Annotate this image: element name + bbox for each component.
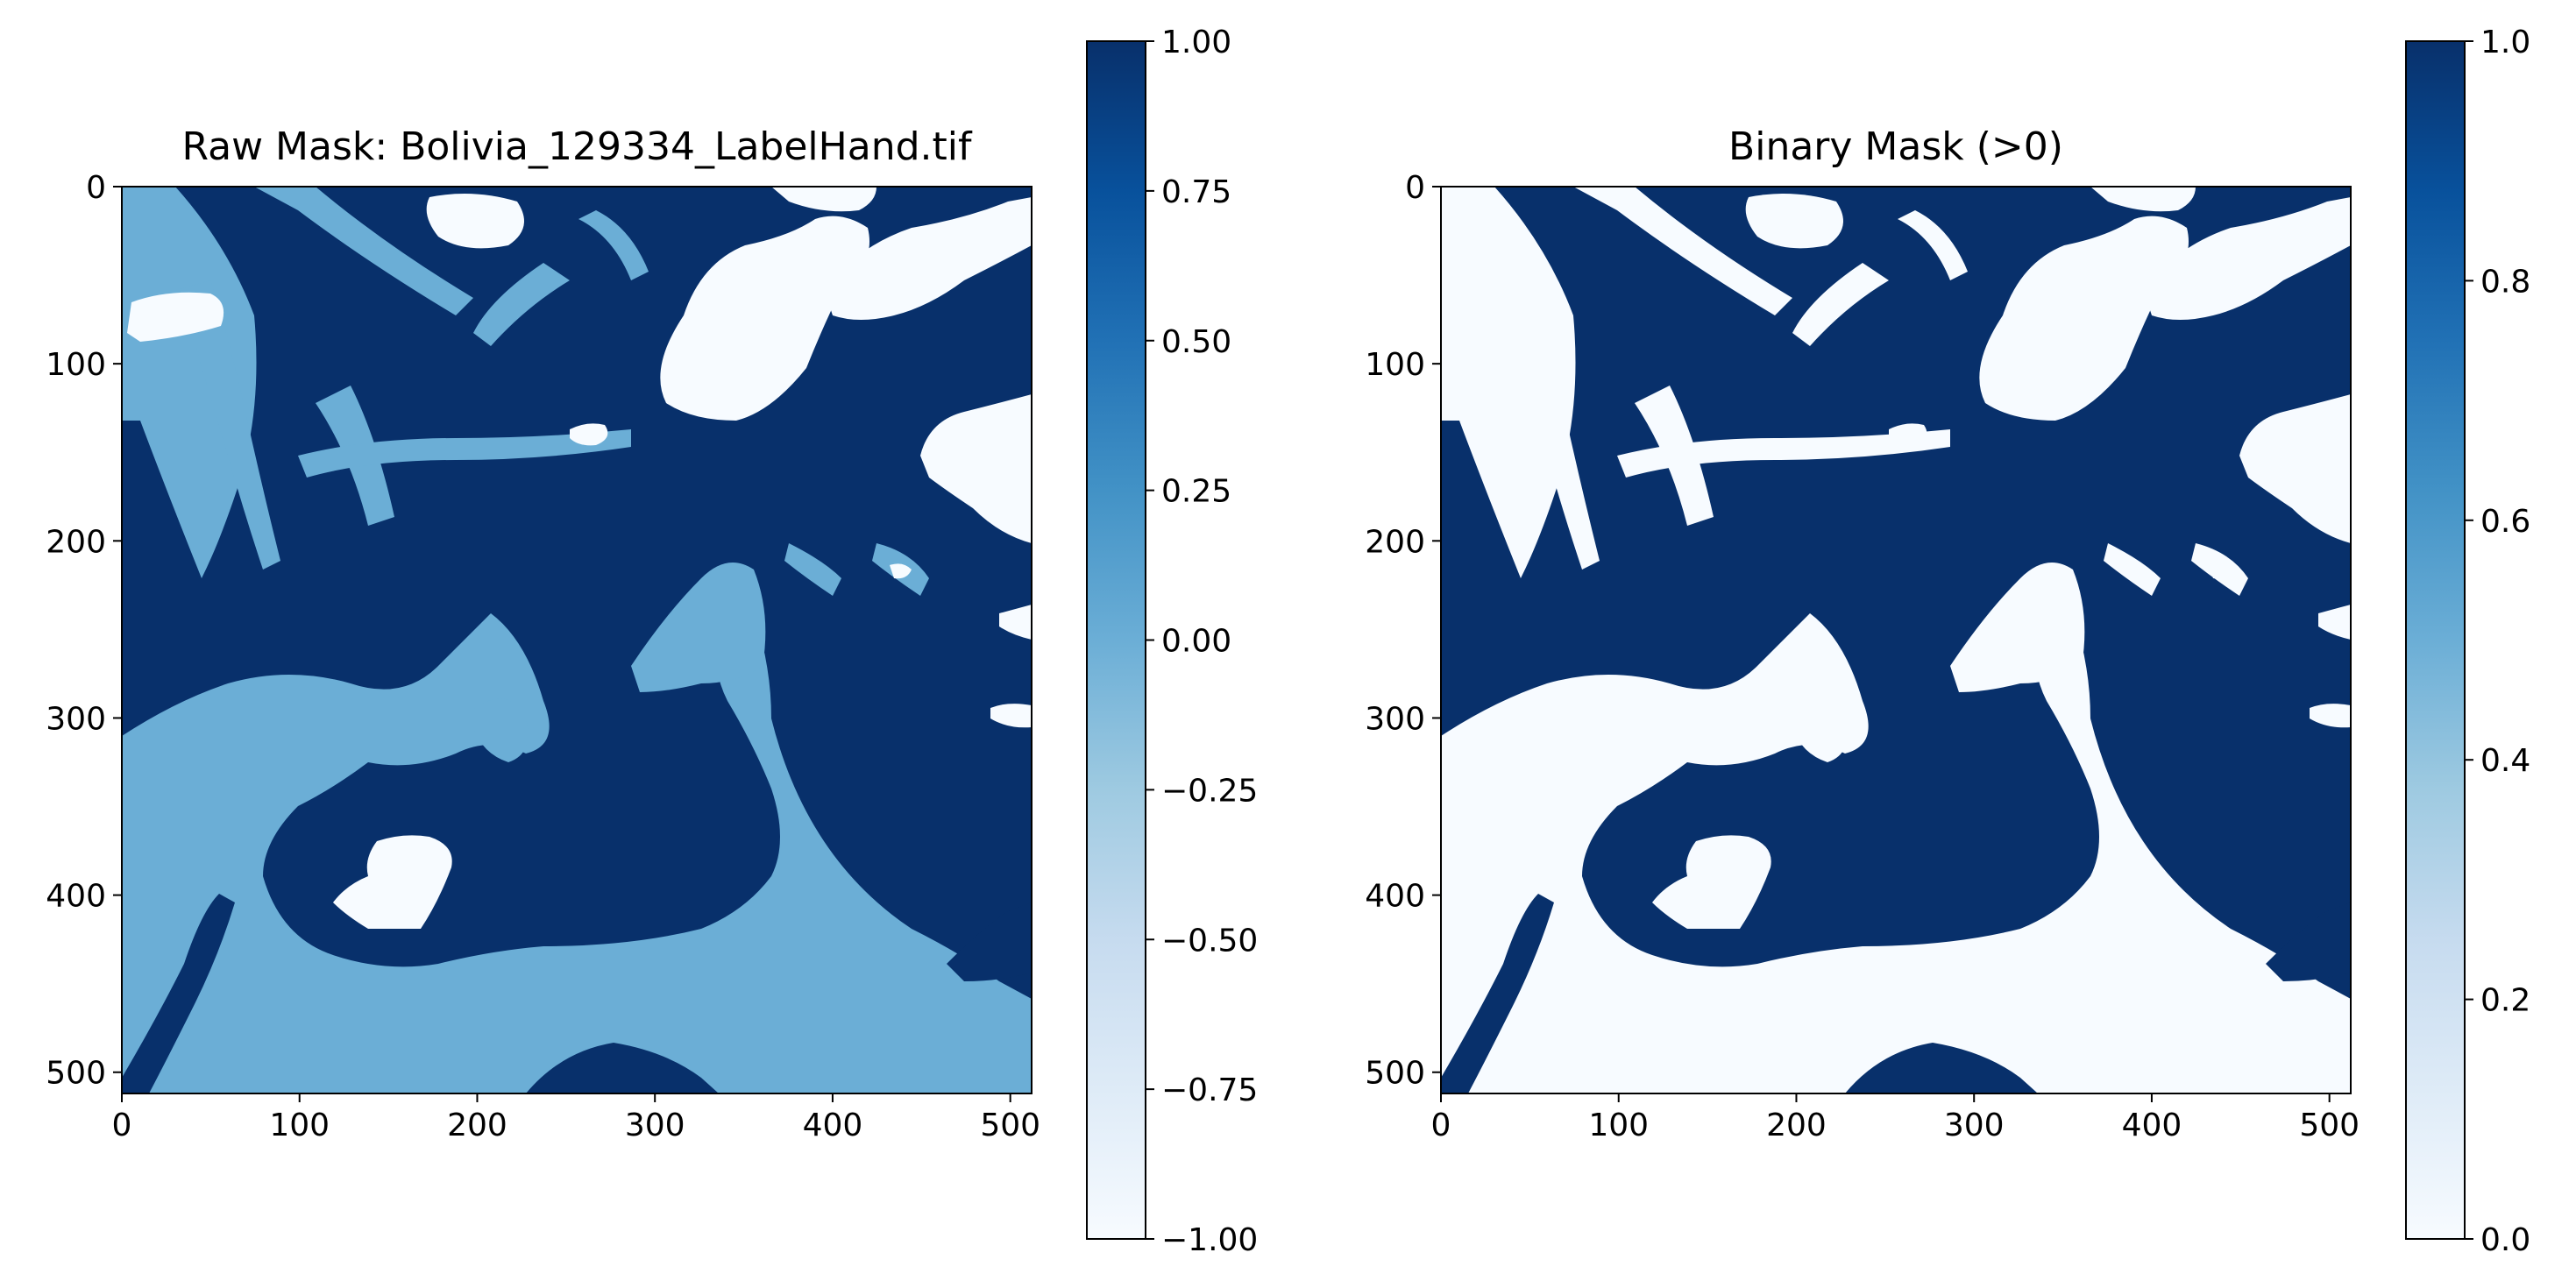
raw-mask-y-tick-label: 400 [46,879,106,915]
raw-mask-colorbar: 1.00 0.75 0.50 0.25 0.00 −0.25 −0.50 −0.75 −1.00 [1086,25,1258,1258]
binary-mask-y-axis: 0 100 200 300 400 500 [1365,170,1441,1092]
raw-mask-colorbar-gradient [1087,41,1146,1239]
binary-mask-colorbar-tick-label: 0.4 [2480,743,2530,779]
raw-mask-y-tick-label: 200 [46,524,106,560]
binary-mask-colorbar: 1.0 0.8 0.6 0.4 0.2 0.0 [2405,25,2530,1258]
raw-mask-y-tick-label: 300 [46,701,106,737]
raw-mask-y-tick-label: 0 [86,170,106,206]
binary-mask-y-tick-label: 0 [1405,170,1425,206]
raw-mask-x-tick-label: 300 [625,1108,685,1143]
raw-mask-x-tick-label: 500 [980,1108,1040,1143]
raw-mask-y-tick-label: 500 [46,1056,106,1092]
binary-mask-colorbar-tick-label: 0.6 [2480,504,2530,540]
raw-mask-colorbar-tick-label: 1.00 [1161,25,1231,60]
raw-mask-frame [121,186,1033,1094]
raw-mask-x-tick-label: 0 [112,1108,132,1143]
raw-mask-x-axis: 0 100 200 300 400 500 [112,1093,1040,1143]
binary-mask-colorbar-gradient [2406,41,2465,1239]
binary-mask-y-tick-label: 200 [1365,524,1425,560]
binary-mask-x-axis: 0 100 200 300 400 500 [1431,1093,2360,1143]
raw-mask-x-tick-label: 200 [447,1108,507,1143]
binary-mask-colorbar-tick-label: 0.2 [2480,983,2530,1019]
binary-mask-y-tick-label: 100 [1365,347,1425,383]
binary-mask-x-tick-label: 0 [1431,1108,1451,1143]
raw-mask-colorbar-tick-label: −0.25 [1161,773,1258,809]
binary-mask-panel: Binary Mask (>0) [1365,25,2530,1258]
binary-mask-colorbar-tick-label: 0.8 [2480,264,2530,300]
raw-mask-panel: Raw Mask: Bolivia_129334_LabelHand.tif [46,25,1258,1258]
raw-mask-colorbar-tick-label: 0.00 [1161,624,1231,660]
raw-mask-image [122,187,1032,1093]
raw-mask-x-tick-label: 100 [269,1108,330,1143]
binary-mask-x-tick-label: 500 [2299,1108,2360,1143]
binary-mask-colorbar-tick-label: 1.0 [2480,25,2530,60]
binary-mask-x-tick-label: 100 [1588,1108,1649,1143]
raw-mask-x-tick-label: 400 [803,1108,863,1143]
binary-mask-image [1441,187,2351,1093]
binary-mask-x-tick-label: 400 [2122,1108,2182,1143]
raw-mask-title: Raw Mask: Bolivia_129334_LabelHand.tif [182,124,973,169]
raw-mask-colorbar-tick-label: −0.75 [1161,1072,1258,1108]
binary-mask-y-tick-label: 300 [1365,701,1425,737]
binary-mask-y-tick-label: 500 [1365,1056,1425,1092]
binary-mask-x-tick-label: 300 [1944,1108,2005,1143]
raw-mask-y-axis: 0 100 200 300 400 500 [46,170,122,1092]
binary-mask-title: Binary Mask (>0) [1728,124,2063,169]
binary-mask-colorbar-tick-label: 0.0 [2480,1222,2530,1258]
binary-mask-y-tick-label: 400 [1365,879,1425,915]
raw-mask-y-tick-label: 100 [46,347,106,383]
binary-mask-frame [1440,186,2352,1094]
raw-mask-colorbar-tick-label: 0.25 [1161,474,1231,510]
raw-mask-colorbar-tick-label: −1.00 [1161,1222,1258,1258]
binary-mask-colorbar-frame [2405,40,2466,1240]
raw-mask-colorbar-tick-label: 0.75 [1161,174,1231,210]
raw-mask-colorbar-tick-label: 0.50 [1161,324,1231,360]
binary-mask-x-tick-label: 200 [1766,1108,1827,1143]
raw-mask-colorbar-tick-label: −0.50 [1161,923,1258,959]
